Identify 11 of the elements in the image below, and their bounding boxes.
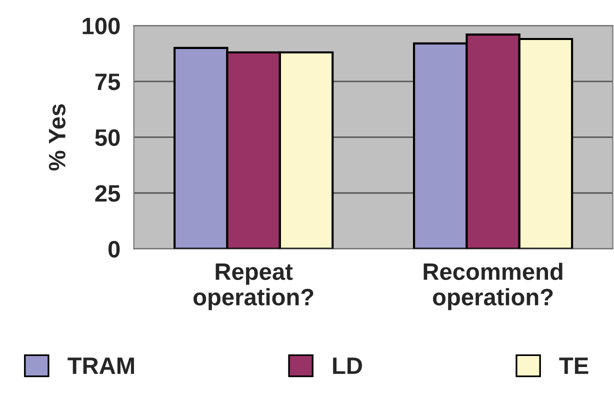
legend-label: TE (559, 358, 588, 374)
y-tick-label: 100 (82, 18, 120, 34)
x-tick-label: Repeat operation? (194, 264, 314, 310)
y-tick-label: 50 (95, 129, 120, 146)
y-axis-title: % Yes (48, 104, 66, 171)
y-tick-label: 0 (108, 240, 120, 258)
legend-label: TRAM (68, 358, 134, 374)
x-tick-label: Recommend operation? (424, 262, 562, 310)
y-tick-label: 75 (95, 74, 120, 90)
legend-label: LD (333, 358, 362, 374)
y-tick-label: 25 (95, 185, 120, 202)
